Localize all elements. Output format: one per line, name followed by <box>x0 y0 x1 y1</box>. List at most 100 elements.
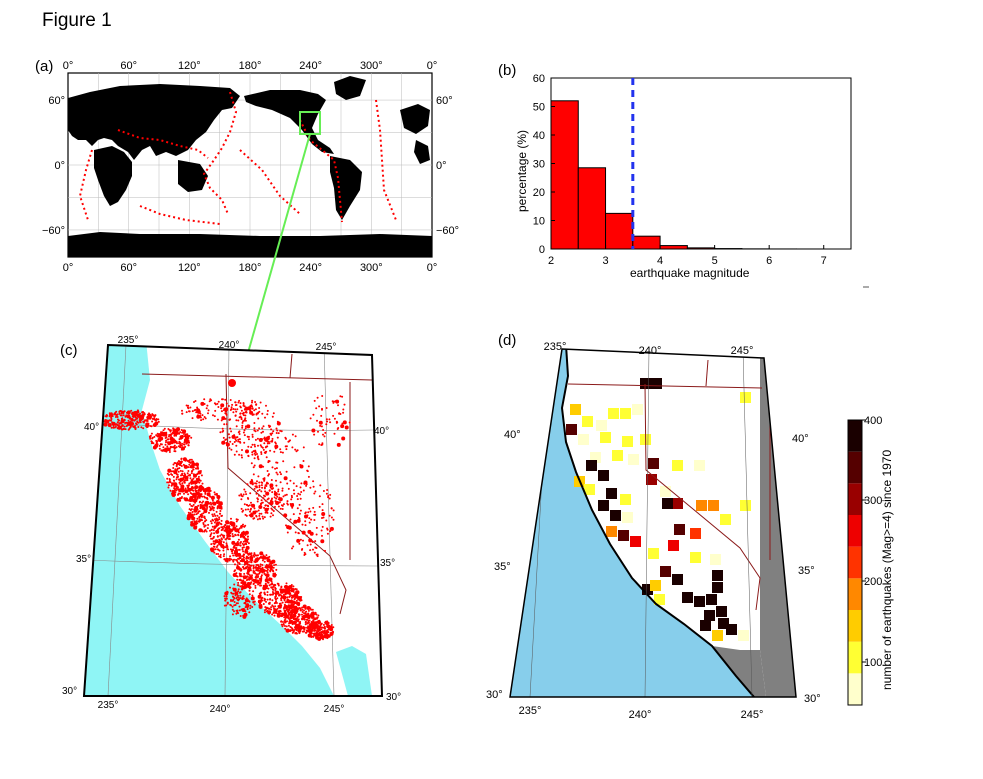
epicenter-dot <box>284 609 287 612</box>
epicenter-dot <box>273 609 276 611</box>
epicenter-dot <box>330 528 333 530</box>
epicenter-dot <box>313 492 316 495</box>
epicenter-dot <box>247 497 250 500</box>
epicenter-dot <box>321 525 324 528</box>
epicenter-dot <box>242 555 245 558</box>
epicenter-dot <box>299 509 302 512</box>
epicenter-dot <box>309 531 314 536</box>
epicenter-dot <box>222 547 225 550</box>
epicenter-dot <box>283 603 286 606</box>
epicenter-dot <box>150 432 153 435</box>
count-cell <box>606 526 617 537</box>
epicenter-dot <box>234 527 237 530</box>
epicenter-dot <box>256 453 258 455</box>
epicenter-dot <box>336 442 341 447</box>
epicenter-dot <box>238 591 241 594</box>
epicenter-dot <box>227 521 230 524</box>
epicenter-dot <box>152 445 157 450</box>
epicenter-dot <box>285 448 288 451</box>
epicenter-dot <box>258 582 261 585</box>
epicenter-dot <box>242 553 245 556</box>
epicenter-dot <box>315 635 320 640</box>
epicenter-dot <box>234 594 237 597</box>
epicenter-dot <box>274 563 277 566</box>
epicenter-dot <box>255 566 257 568</box>
epicenter-dot <box>238 605 241 608</box>
epicenter-dot <box>225 423 228 426</box>
epicenter-dot <box>137 426 140 428</box>
epicenter-dot <box>203 416 206 418</box>
epicenter-dot <box>310 636 313 638</box>
epicenter-dot <box>216 505 219 508</box>
epicenter-dot <box>225 442 230 447</box>
epicenter-dot <box>284 445 287 448</box>
epicenter-dot <box>292 489 295 492</box>
epicenter-dot <box>311 428 316 433</box>
epicenter-dot <box>208 505 211 508</box>
epicenter-dot <box>316 553 319 556</box>
epicenter-dot <box>222 555 225 558</box>
epicenter-dot <box>171 493 174 496</box>
epicenter-dot <box>251 451 254 454</box>
epicenter-dot <box>203 525 206 528</box>
epicenter-dot <box>305 484 308 487</box>
epicenter-dot <box>325 492 328 495</box>
epicenter-dot <box>238 416 241 419</box>
epicenter-dot <box>313 510 316 513</box>
epicenter-dot <box>343 403 346 406</box>
lat-tick-left: 35° <box>494 561 511 573</box>
epicenter-dot <box>276 495 279 498</box>
epicenter-dot <box>181 431 184 434</box>
epicenter-dot <box>160 443 163 446</box>
epicenter-dot <box>248 589 251 592</box>
epicenter-dot <box>223 529 226 532</box>
epicenter-dot <box>249 480 254 485</box>
epicenter-dot <box>244 548 247 551</box>
epicenter-dot <box>258 481 261 484</box>
epicenter-dot <box>229 409 232 411</box>
epicenter-dot <box>292 585 295 588</box>
epicenter-dot <box>263 572 266 575</box>
epicenter-dot <box>234 591 239 596</box>
epicenter-dot <box>262 497 265 500</box>
epicenter-dot <box>204 517 206 520</box>
epicenter-dot <box>242 431 245 434</box>
epicenter-dot <box>317 627 320 630</box>
epicenter-dot <box>188 482 191 485</box>
count-cell <box>590 452 601 463</box>
epicenter-dot <box>293 608 296 611</box>
epicenter-dot <box>308 517 311 520</box>
epicenter-dot <box>189 512 192 515</box>
epicenter-dot <box>235 404 238 406</box>
epicenter-dot <box>271 599 274 602</box>
epicenter-dot <box>260 512 263 515</box>
epicenter-dot <box>311 541 314 543</box>
epicenter-dot <box>220 407 223 410</box>
epicenter-dot <box>242 404 245 407</box>
epicenter-dot <box>281 508 284 510</box>
epicenter-dot <box>287 628 290 631</box>
epicenter-dot <box>171 440 174 443</box>
epicenter-dot <box>240 541 242 543</box>
epicenter-dot <box>198 515 201 518</box>
lon-tick-bottom: 240° <box>629 709 652 721</box>
epicenter-dot <box>181 442 184 445</box>
epicenter-dot <box>268 584 271 587</box>
count-cell <box>716 606 727 617</box>
epicenter-dot <box>245 514 248 517</box>
epicenter-dot <box>183 492 185 495</box>
epicenter-dot <box>236 553 239 556</box>
epicenter-dot <box>190 508 193 511</box>
epicenter-dot <box>195 489 198 492</box>
epicenter-dot <box>233 570 236 573</box>
count-cell <box>700 620 711 631</box>
epicenter-dot <box>332 414 335 417</box>
histogram-bar <box>632 235 661 250</box>
colorbar-segment <box>848 546 862 579</box>
epicenter-dot <box>153 435 156 438</box>
epicenter-dot <box>207 412 209 415</box>
epicenter-dot <box>295 619 298 622</box>
epicenter-dot <box>235 612 238 615</box>
epicenter-dot <box>214 409 217 412</box>
epicenter-dot <box>229 399 232 401</box>
